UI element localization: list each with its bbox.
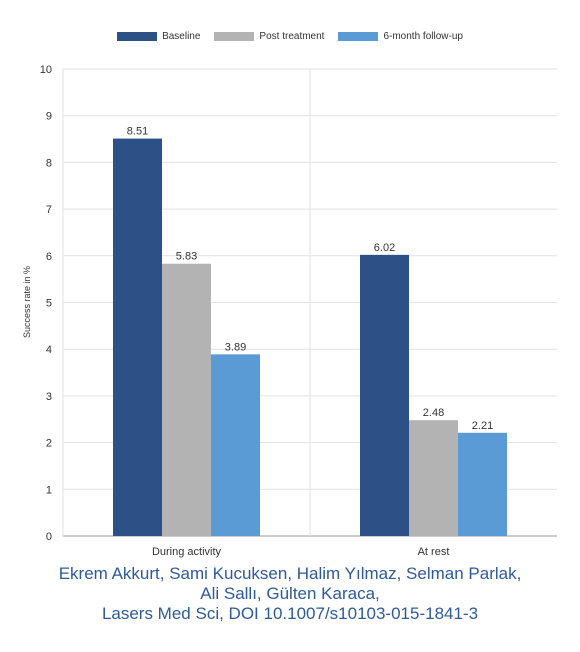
- data-label: 2.21: [472, 420, 493, 432]
- x-axis-ticks: During activity At rest: [152, 546, 449, 558]
- legend-item-post-treatment: Post treatment: [214, 31, 324, 42]
- bar-chart: 0 1 2 3 4 5 6 7 8 9 10 8.51 5.83 3.89 6.02 2.48 2.21 Du…: [40, 64, 557, 558]
- legend-item-follow-up: 6-month follow-up: [338, 31, 463, 42]
- data-labels: 8.51 5.83 3.89 6.02 2.48 2.21: [127, 126, 493, 432]
- legend-item-baseline: Baseline: [117, 31, 200, 42]
- legend-swatch-baseline: [117, 32, 158, 41]
- credit-authors-line-2: Ali Sallı, Gülten Karaca,: [200, 584, 380, 603]
- y-tick-label: 8: [46, 157, 52, 169]
- y-tick-label: 1: [46, 484, 52, 496]
- bar: [113, 138, 162, 536]
- x-tick-label: At rest: [418, 546, 450, 558]
- y-tick-label: 3: [46, 391, 52, 403]
- legend-label-follow-up: 6-month follow-up: [383, 31, 463, 42]
- y-axis-label: Success rate in %: [22, 265, 32, 339]
- legend-label-baseline: Baseline: [162, 31, 201, 42]
- y-tick-label: 5: [46, 298, 52, 310]
- bars: [113, 138, 507, 536]
- data-label: 5.83: [176, 251, 197, 263]
- y-tick-label: 0: [46, 531, 52, 543]
- bar: [409, 420, 458, 536]
- bar: [360, 254, 409, 536]
- legend-swatch-post-treatment: [214, 32, 255, 41]
- y-tick-label: 2: [46, 438, 52, 450]
- y-tick-label: 10: [40, 64, 52, 76]
- legend-swatch-follow-up: [338, 32, 379, 41]
- y-tick-label: 4: [46, 344, 52, 356]
- data-label: 6.02: [374, 242, 395, 254]
- legend-label-post-treatment: Post treatment: [259, 31, 325, 42]
- y-axis-ticks: 0 1 2 3 4 5 6 7 8 9 10: [40, 64, 52, 543]
- data-label: 2.48: [423, 407, 444, 419]
- credit-authors-line-1: Ekrem Akkurt, Sami Kucuksen, Halim Yılma…: [58, 564, 522, 583]
- bar: [162, 263, 211, 536]
- data-label: 3.89: [225, 341, 246, 353]
- bar: [211, 354, 260, 536]
- y-tick-label: 9: [46, 111, 52, 123]
- y-tick-label: 7: [46, 204, 52, 216]
- x-tick-label: During activity: [152, 546, 222, 558]
- data-label: 8.51: [127, 126, 148, 138]
- credit-reference-line: Lasers Med Sci, DOI 10.1007/s10103-015-1…: [101, 604, 479, 623]
- bar: [458, 432, 507, 536]
- citation-credit: Ekrem Akkurt, Sami Kucuksen, Halim Yılma…: [0, 564, 580, 624]
- chart-legend: Baseline Post treatment 6-month follow-u…: [0, 31, 580, 42]
- y-tick-label: 6: [46, 251, 52, 263]
